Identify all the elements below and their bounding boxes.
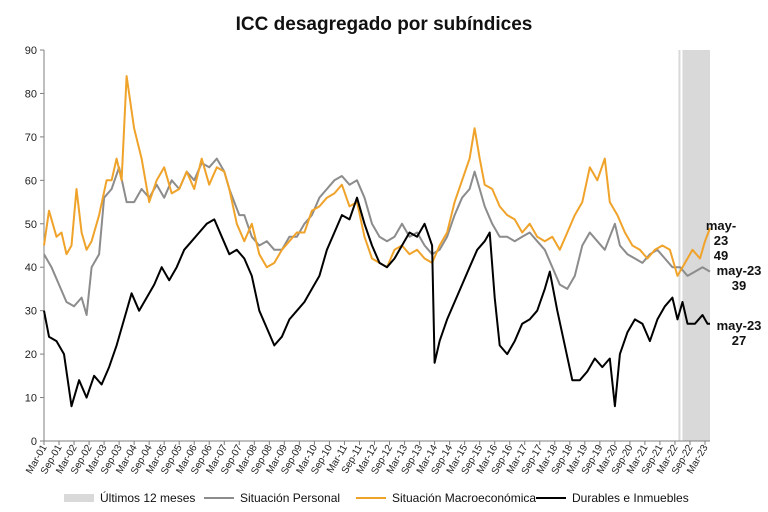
y-tick-label: 30	[25, 306, 37, 318]
legend-label-shaded: Últimos 12 meses	[100, 491, 196, 505]
y-tick-label: 10	[25, 393, 37, 405]
end-label-period: may-23	[705, 218, 737, 248]
end-label-personal: may-23 39	[716, 263, 762, 293]
legend-item-series-0: Situación Personal	[204, 491, 340, 505]
legend-swatch-series-0	[204, 497, 234, 499]
end-label-value: 39	[731, 278, 747, 293]
series-layer	[43, 75, 711, 408]
end-label-period: may-23	[716, 263, 762, 278]
end-label-value: 27	[731, 333, 747, 348]
y-tick-label: 70	[25, 132, 37, 144]
legend-item-series-1: Situación Macroeconómica	[356, 491, 536, 505]
legend-label-series-2: Durables e Inmuebles	[572, 491, 689, 505]
end-label-durables: may-23 27	[716, 318, 762, 348]
legend: Últimos 12 meses Situación Personal Situ…	[64, 491, 704, 507]
axes-layer: 0102030405060708090Mar-01Sep-01Mar-02Sep…	[24, 45, 711, 476]
legend-item-series-2: Durables e Inmuebles	[536, 491, 689, 505]
y-tick-label: 80	[25, 88, 37, 100]
y-tick-label: 40	[25, 262, 37, 274]
series-line-durables-e-inmuebles	[43, 196, 710, 408]
legend-swatch-shaded	[64, 494, 94, 502]
end-label-period: may-23	[716, 318, 762, 333]
y-tick-label: 20	[25, 349, 37, 361]
legend-swatch-series-2	[536, 497, 566, 499]
y-tick-label: 60	[25, 175, 37, 187]
y-tick-label: 90	[25, 45, 37, 57]
shaded-period-layer	[678, 50, 710, 441]
shaded-period-band	[682, 50, 710, 441]
y-tick-label: 50	[25, 219, 37, 231]
legend-label-series-1: Situación Macroeconómica	[392, 491, 537, 505]
end-label-macroeconomica: may-23 49	[700, 218, 742, 263]
chart-title: ICC desagregado por subíndices	[235, 14, 533, 35]
legend-swatch-series-1	[356, 497, 386, 499]
end-label-value: 49	[713, 248, 729, 263]
legend-item-shaded: Últimos 12 meses	[64, 491, 195, 505]
legend-label-series-0: Situación Personal	[240, 491, 341, 505]
y-tick-label: 0	[31, 436, 37, 448]
series-line-situaci-n-personal	[43, 157, 711, 316]
series-line-situaci-n-macroecon-mica	[43, 75, 711, 277]
